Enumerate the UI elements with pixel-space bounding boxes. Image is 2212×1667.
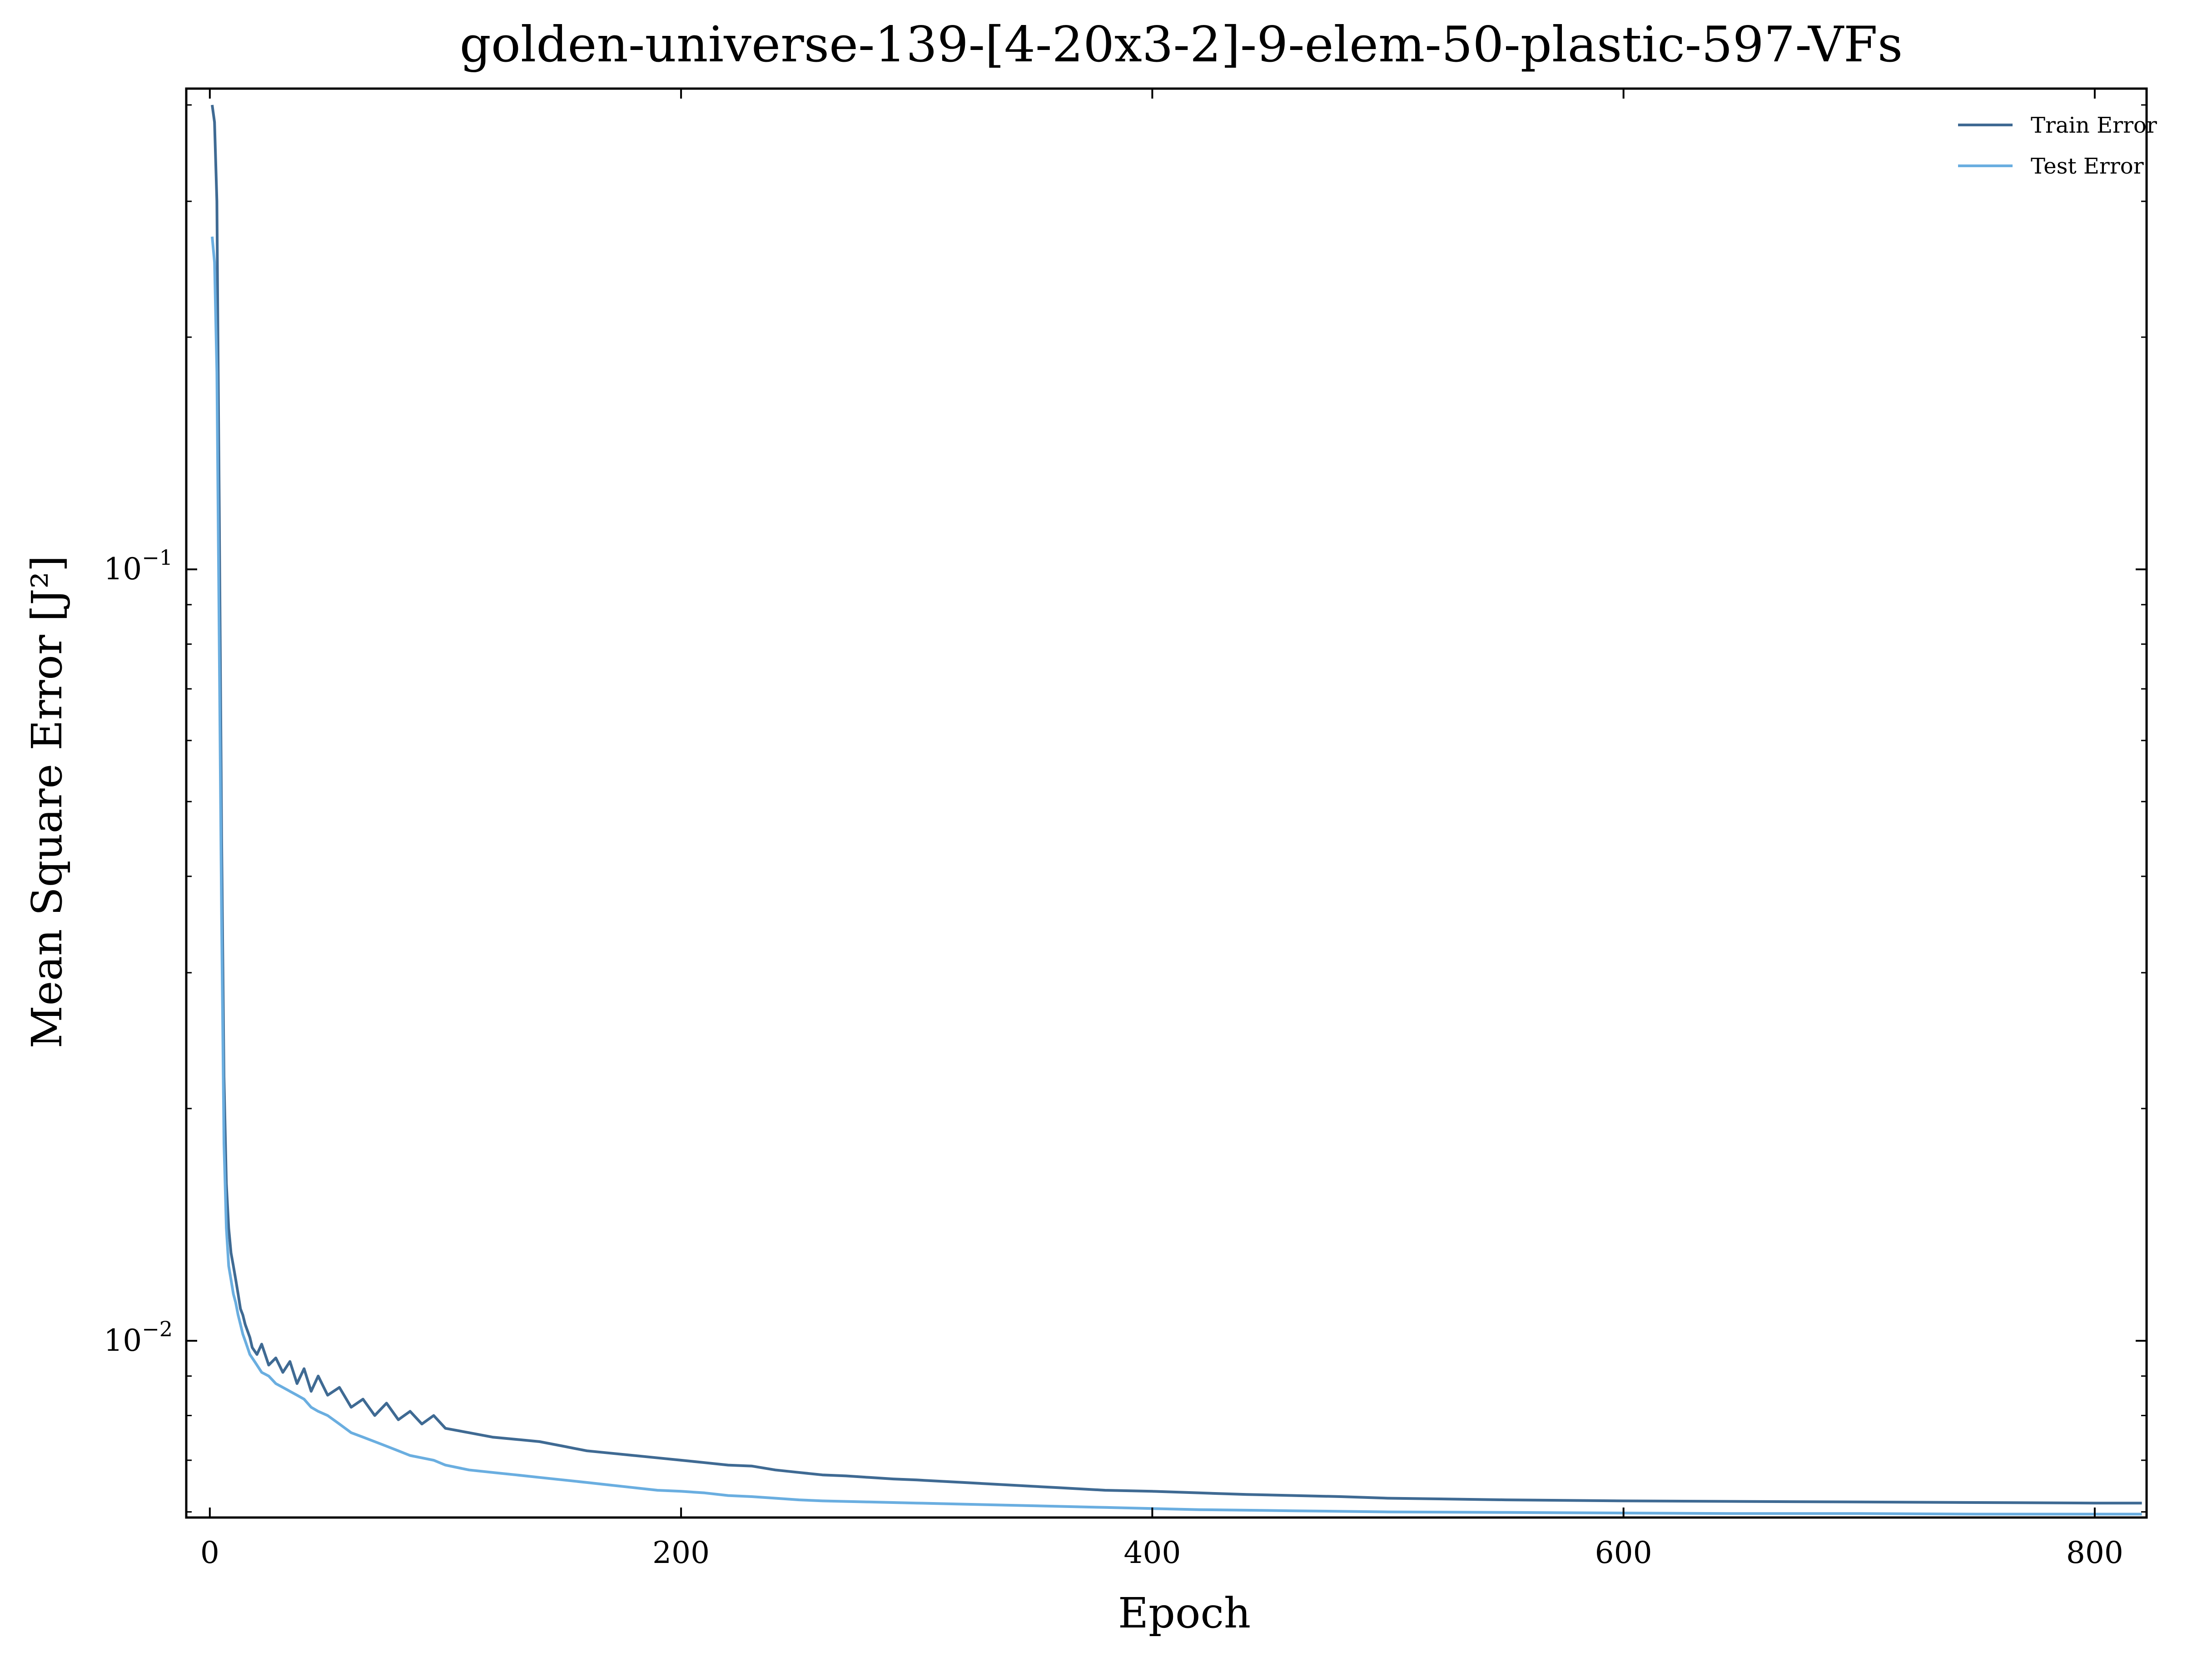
x-tick-label: 600 [1595, 1535, 1652, 1570]
legend-label: Train Error [2031, 113, 2157, 138]
legend: Train Error Test Error [1958, 113, 2157, 179]
x-tick-label: 400 [1123, 1535, 1181, 1570]
series-line-test [211, 236, 2142, 1516]
x-tick-label: 0 [200, 1535, 219, 1570]
series-line-train [211, 104, 2142, 1505]
y-tick-label: 10−2 [104, 1317, 173, 1358]
x-axis-label: Epoch [1118, 1589, 1251, 1637]
x-tick-label: 800 [2066, 1535, 2123, 1570]
y-axis-label: Mean Square Error [J²] [23, 556, 71, 1049]
chart-title: golden-universe-139-[4-20x3-2]-9-elem-50… [460, 16, 1903, 73]
y-tick-label: 10−1 [104, 545, 173, 587]
legend-label: Test Error [2031, 154, 2144, 179]
series-layer [211, 104, 2142, 1516]
plot-frame [185, 87, 2148, 1519]
ticks-layer: 0 200 400 600 800 10−1 10−2 [104, 89, 2147, 1570]
x-tick-label: 200 [652, 1535, 710, 1570]
